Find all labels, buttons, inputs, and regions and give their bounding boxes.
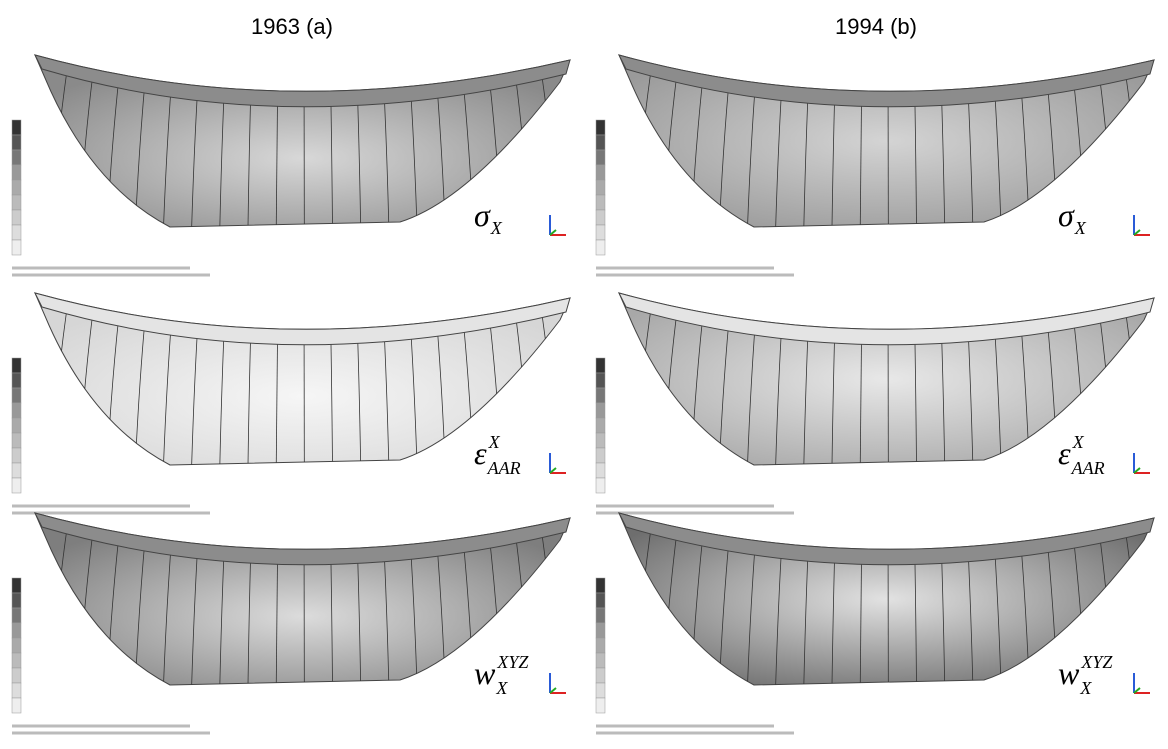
variable-subscript: X	[1079, 678, 1092, 698]
variable-superscript: X	[488, 432, 501, 452]
variable-label: w XYZ X	[1058, 652, 1113, 698]
variable-subscript: X	[490, 218, 503, 238]
panel: σX	[11, 54, 571, 277]
legend-swatch	[595, 209, 606, 226]
legend-swatch	[595, 637, 606, 654]
variable-symbol: σ	[474, 197, 491, 233]
variable-symbol: ε	[474, 435, 487, 471]
axis-y	[549, 687, 557, 694]
variable-superscript: X	[1072, 432, 1085, 452]
legend-swatch	[595, 179, 606, 196]
variable-subscript: X	[495, 678, 508, 698]
legend-swatch	[11, 387, 22, 404]
dam-crest	[34, 512, 571, 566]
variable-label: w XYZ X	[474, 652, 529, 698]
legend-swatch	[11, 194, 22, 211]
variable-symbol: ε	[1058, 435, 1071, 471]
legend-swatch	[11, 149, 22, 166]
legend-swatch	[11, 667, 22, 684]
panel: σX	[595, 54, 1155, 277]
legend-swatch	[595, 682, 606, 699]
legend-swatch	[595, 119, 606, 136]
variable-symbol: w	[474, 655, 496, 691]
legend-swatch	[595, 462, 606, 479]
dam-crest	[618, 512, 1155, 566]
panel: w XYZ X	[11, 512, 571, 735]
axis-y	[1133, 229, 1141, 236]
dam-crest	[618, 292, 1155, 346]
legend-swatch	[11, 622, 22, 639]
variable-label: σX	[1058, 197, 1087, 238]
legend-swatch	[11, 477, 22, 494]
legend-swatch	[595, 224, 606, 241]
legend-swatch	[595, 239, 606, 256]
legend-swatch	[11, 447, 22, 464]
legend-swatch	[11, 592, 22, 609]
legend-swatch	[595, 592, 606, 609]
panel: ε X AAR	[11, 292, 571, 515]
panel: ε X AAR	[595, 292, 1155, 515]
variable-symbol: w	[1058, 655, 1080, 691]
axis-y	[549, 229, 557, 236]
legend-swatch	[595, 447, 606, 464]
legend-swatch	[11, 209, 22, 226]
legend-swatch	[595, 357, 606, 374]
variable-subscript: AAR	[1071, 458, 1105, 478]
panel: w XYZ X	[595, 512, 1155, 735]
legend-swatch	[11, 682, 22, 699]
variable-subscript: X	[1074, 218, 1087, 238]
column-title: 1963 (a)	[251, 14, 333, 39]
legend-swatch	[11, 637, 22, 654]
legend-swatch	[595, 477, 606, 494]
legend-swatch	[595, 372, 606, 389]
dam-crest	[618, 54, 1155, 108]
legend-swatch	[11, 652, 22, 669]
legend-swatch	[595, 622, 606, 639]
axis-y	[1133, 467, 1141, 474]
legend-swatch	[11, 224, 22, 241]
legend-swatch	[11, 432, 22, 449]
legend-swatch	[595, 577, 606, 594]
legend-swatch	[595, 607, 606, 624]
legend-swatch	[595, 149, 606, 166]
variable-superscript: XYZ	[496, 652, 529, 672]
dam-crest	[34, 292, 571, 346]
variable-subscript: AAR	[487, 458, 521, 478]
legend-swatch	[595, 652, 606, 669]
variable-label: ε X AAR	[1058, 432, 1105, 478]
legend-swatch	[595, 697, 606, 714]
column-title: 1994 (b)	[835, 14, 917, 39]
legend-swatch	[11, 577, 22, 594]
legend-swatch	[11, 179, 22, 196]
legend-swatch	[595, 164, 606, 181]
legend-swatch	[11, 462, 22, 479]
legend-swatch	[11, 402, 22, 419]
legend-swatch	[11, 239, 22, 256]
legend-swatch	[11, 164, 22, 181]
legend-swatch	[595, 432, 606, 449]
legend-swatch	[11, 697, 22, 714]
variable-label: σX	[474, 197, 503, 238]
legend-swatch	[595, 402, 606, 419]
axis-y	[1133, 687, 1141, 694]
legend-swatch	[11, 119, 22, 136]
legend-swatch	[595, 417, 606, 434]
legend-swatch	[595, 134, 606, 151]
variable-symbol: σ	[1058, 197, 1075, 233]
legend-swatch	[11, 417, 22, 434]
legend-swatch	[11, 357, 22, 374]
variable-label: ε X AAR	[474, 432, 521, 478]
legend-swatch	[11, 607, 22, 624]
legend-swatch	[11, 372, 22, 389]
legend-swatch	[595, 667, 606, 684]
variable-superscript: XYZ	[1080, 652, 1113, 672]
legend-swatch	[595, 387, 606, 404]
axis-y	[549, 467, 557, 474]
legend-swatch	[11, 134, 22, 151]
legend-swatch	[595, 194, 606, 211]
dam-crest	[34, 54, 571, 108]
